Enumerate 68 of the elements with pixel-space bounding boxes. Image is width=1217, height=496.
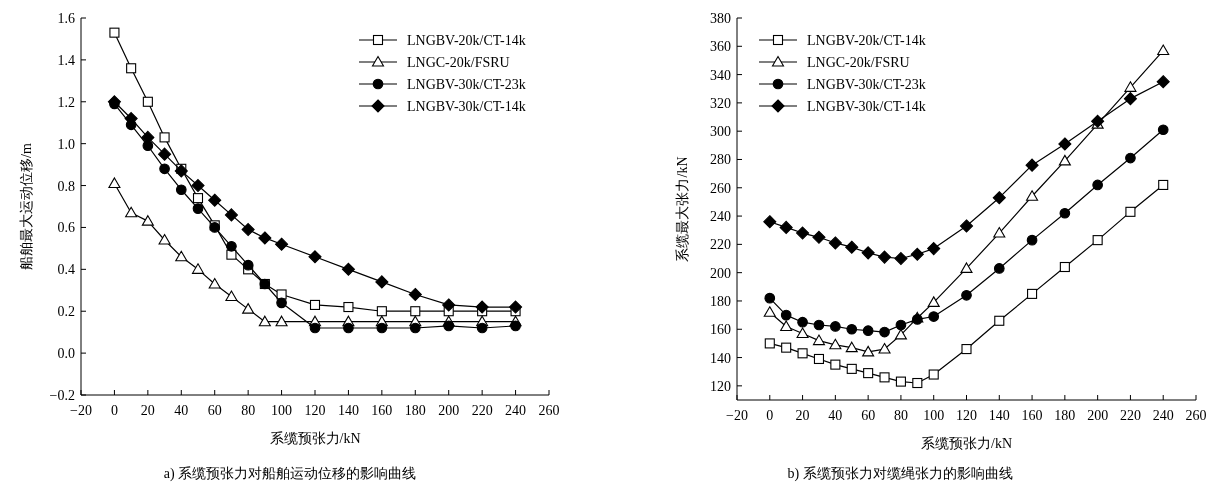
x-tick-label: 260: [1185, 408, 1207, 423]
y-tick-label: 180: [710, 293, 731, 309]
x-tick-label: −20: [70, 403, 92, 418]
x-tick-label: 40: [828, 408, 843, 423]
text: a) 系缆预张力对船舶运动位移的影响曲线: [163, 466, 417, 482]
legend-label: LNGBV-30k/CT-23k: [407, 77, 526, 92]
x-tick-label: 80: [893, 408, 908, 423]
y-tick-label: 120: [710, 378, 731, 394]
x-axis-title: 系缆预张力/kN: [269, 431, 361, 446]
x-tick-label: 200: [1087, 408, 1109, 423]
x-axis-title: 系缆预张力/kN: [921, 436, 1012, 451]
legend-label: LNGC-20k/FSRU: [807, 55, 910, 70]
y-tick-label: 0.0: [57, 346, 75, 362]
y-tick-label: 360: [710, 39, 731, 55]
y-tick-label: 0.8: [57, 178, 75, 194]
x-tick-label: 240: [1152, 408, 1174, 423]
x-tick-label: −20: [726, 408, 748, 423]
x-tick-label: 100: [923, 408, 945, 423]
x-tick-label: 40: [174, 403, 189, 418]
x-tick-label: 20: [140, 403, 155, 418]
x-tick-label: 60: [207, 403, 222, 418]
x-tick-label: 140: [337, 403, 359, 418]
x-tick-label: 100: [271, 403, 293, 418]
x-tick-label: 180: [404, 403, 426, 418]
x-tick-label: 180: [1054, 408, 1076, 423]
legend-label: LNGBV-20k/CT-14k: [807, 33, 926, 48]
x-tick-label: 200: [438, 403, 460, 418]
y-tick-label: 220: [710, 237, 731, 253]
y-tick-label: 380: [710, 11, 731, 26]
x-tick-label: 160: [1021, 408, 1043, 423]
y-tick-label: 0.6: [57, 220, 75, 236]
y-tick-label: 300: [710, 124, 731, 140]
x-tick-label: 240: [505, 403, 527, 418]
y-tick-label: −0.2: [49, 388, 75, 403]
x-tick-label: 220: [471, 403, 493, 418]
legend-label: LNGBV-30k/CT-14k: [407, 99, 526, 114]
y-tick-label: 280: [710, 152, 731, 168]
y-tick-label: 0.2: [57, 304, 75, 320]
y-tick-label: 1.6: [57, 11, 75, 26]
x-tick-label: 260: [538, 403, 560, 418]
y-axis-title: 系缆最大张力/kN: [675, 156, 690, 262]
x-tick-label: 60: [861, 408, 876, 423]
x-tick-label: 160: [371, 403, 393, 418]
y-tick-label: 240: [710, 209, 731, 225]
x-tick-label: 20: [795, 408, 810, 423]
x-tick-label: 80: [241, 403, 256, 418]
x-tick-label: 140: [988, 408, 1010, 423]
y-tick-label: 1.4: [57, 52, 75, 68]
y-tick-label: 0.4: [57, 262, 75, 278]
x-tick-label: 0: [110, 403, 118, 418]
legend-label: LNGBV-30k/CT-14k: [807, 99, 926, 114]
y-tick-label: 160: [710, 322, 731, 338]
y-tick-label: 1.0: [57, 136, 75, 152]
y-axis-title: 船舶最大运动位移/m: [19, 143, 34, 270]
legend-label: LNGC-20k/FSRU: [407, 55, 510, 70]
x-tick-label: 0: [766, 408, 774, 423]
x-tick-label: 120: [304, 403, 326, 418]
text: b) 系缆预张力对缆绳张力的影响曲线: [787, 466, 1013, 482]
legend-label: LNGBV-20k/CT-14k: [407, 33, 526, 48]
y-tick-label: 1.2: [57, 94, 75, 110]
x-tick-label: 120: [956, 408, 977, 423]
y-tick-label: 260: [710, 180, 731, 196]
y-tick-label: 200: [710, 265, 731, 281]
x-tick-label: 220: [1119, 408, 1141, 423]
y-tick-label: 340: [710, 67, 731, 83]
legend-label: LNGBV-30k/CT-23k: [807, 77, 926, 92]
y-tick-label: 320: [710, 95, 731, 111]
y-tick-label: 140: [710, 350, 731, 366]
